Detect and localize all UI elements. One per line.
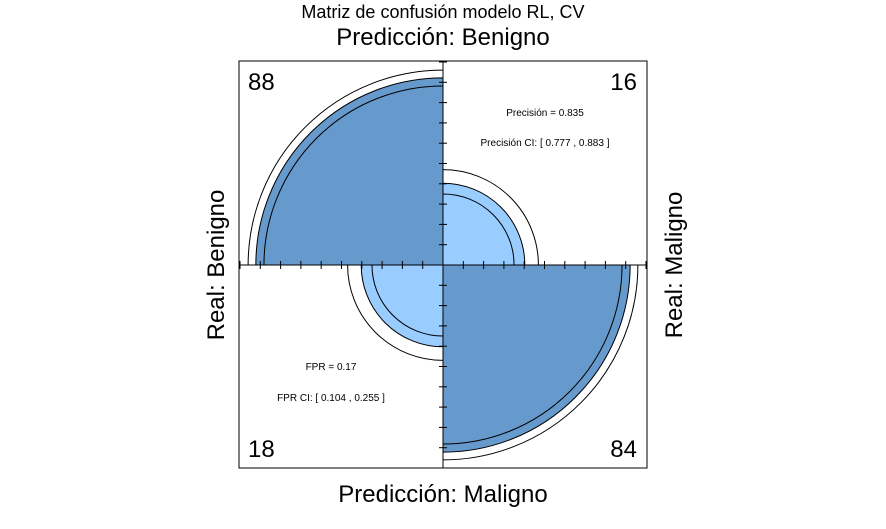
ci-outer-arc-top-right [442,169,539,266]
quadrant-bottom-left [360,264,444,348]
count-top-left: 88 [248,69,275,96]
count-top-right: 16 [610,69,637,96]
label-right: Real: Maligno [661,192,688,339]
ci-inner-arc-bottom-left [371,264,444,337]
quadrant-top-right [442,182,526,266]
count-bottom-right: 84 [610,436,637,463]
ci-inner-arc-top-left [263,85,444,266]
ci-outer-arc-bottom-right [442,264,639,461]
label-top: Predicción: Benigno [336,24,549,51]
ci-inner-arc-bottom-right [442,264,623,445]
precision-text: Precisión = 0.835 [506,108,584,119]
quadrant-bottom-right [442,264,631,453]
precision-ci-text: Precisión CI: [ 0.777 , 0.883 ] [481,138,610,149]
axes-layer [239,61,647,469]
fpr-text: FPR = 0.17 [306,362,357,373]
label-bottom: Predicción: Maligno [338,481,547,508]
fpr-ci-text: FPR CI: [ 0.104 , 0.255 ] [277,393,385,404]
ci-outer-arc-top-left [247,69,444,266]
chart-title: Matriz de confusión modelo RL, CV [301,2,584,22]
ci-outer-arc-bottom-left [347,264,444,361]
ci-inner-arc-top-right [442,193,515,266]
quadrant-top-left [255,77,444,266]
quadrant-layer [247,69,639,461]
label-left: Real: Benigno [203,190,230,341]
count-bottom-left: 18 [248,436,275,463]
